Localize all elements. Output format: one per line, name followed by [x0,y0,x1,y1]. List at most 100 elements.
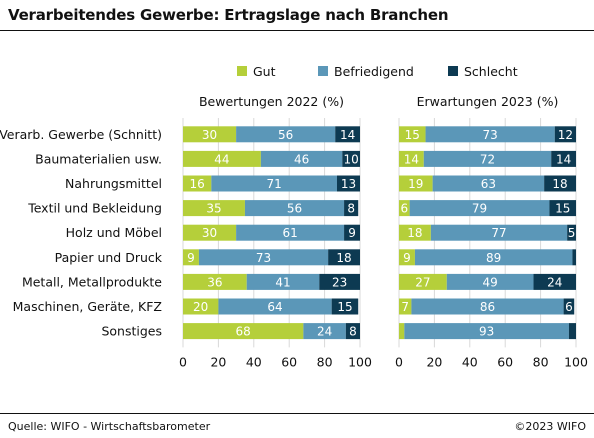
bar-segment [183,150,261,167]
bar-segment [533,273,576,290]
data-label: 77 [491,226,506,240]
category-label: Nahrungsmittel [65,176,162,191]
data-label: 56 [287,202,302,216]
bar-segment [183,200,245,217]
bar-segment [183,126,237,143]
x-tick-label: 0 [179,354,187,369]
data-label: 73 [256,251,271,265]
data-label: 79 [472,202,487,216]
data-label: 23 [332,275,347,289]
x-tick-label: 40 [462,354,478,369]
legend-swatch [448,66,458,76]
bar-segment [335,126,360,143]
bar-segment [399,249,415,266]
source-note: Quelle: WIFO - Wirtschaftsbarometer [8,420,211,433]
data-label: 15 [405,128,420,142]
data-label: 73 [483,128,498,142]
bar-segment [236,224,345,241]
bar-segment [260,150,343,167]
bar-segment [399,175,433,192]
category-label: Sonstiges [101,324,162,339]
data-label: 44 [214,152,229,166]
bar-segment [344,200,359,217]
bar-segment [411,298,564,315]
data-label: 56 [278,128,293,142]
bar-segment [399,323,405,340]
data-label: 36 [207,275,222,289]
bar-segment [568,323,576,340]
legend-label: Schlecht [464,64,518,79]
data-label: 15 [555,202,570,216]
panel-subtitle: Bewertungen 2022 (%) [199,94,344,109]
x-tick-label: 100 [564,354,588,369]
data-label: 18 [336,251,351,265]
bar-segment [549,200,576,217]
x-tick-label: 0 [395,354,403,369]
bar-segment [183,323,304,340]
data-label: 30 [202,226,217,240]
data-label: 24 [547,275,562,289]
category-label: Maschinen, Geräte, KFZ [13,299,162,314]
data-label: 19 [408,177,423,191]
data-label: 20 [193,300,208,314]
footer-rule [0,413,594,414]
data-label: 30 [202,128,217,142]
bar-segment [218,298,332,315]
data-label: 86 [480,300,495,314]
category-label: Papier und Druck [55,250,163,265]
x-tick-label: 80 [533,354,549,369]
bar-segment [430,224,568,241]
data-label: 68 [236,325,251,339]
bar-segment [409,200,550,217]
data-label: 6 [565,300,573,314]
bar-segment [183,298,219,315]
bar-segment [554,126,576,143]
data-label: 72 [480,152,495,166]
bar-segment [211,175,337,192]
bar-segment [342,150,360,167]
bar-segment [183,249,199,266]
data-label: 14 [404,152,419,166]
legend-swatch [318,66,328,76]
data-label: 5 [568,226,576,240]
x-tick-label: 60 [497,354,513,369]
bar-segment [544,175,576,192]
x-tick-label: 100 [348,354,372,369]
category-label: Textil und Bekleidung [27,201,162,216]
data-label: 8 [347,202,355,216]
data-label: 24 [317,325,332,339]
bar-segment [236,126,336,143]
data-label: 9 [403,251,411,265]
data-label: 64 [267,300,282,314]
legend-swatch [237,66,247,76]
category-label: Verarb. Gewerbe (Schnitt) [0,127,162,142]
bar-segment [446,273,534,290]
bar-segment [423,150,552,167]
data-label: 14 [340,128,355,142]
data-label: 16 [190,177,205,191]
data-label: 6 [400,202,408,216]
data-label: 14 [556,152,571,166]
data-label: 15 [337,300,352,314]
data-label: 13 [341,177,356,191]
data-label: 7 [401,300,409,314]
data-label: 93 [479,325,494,339]
category-label: Holz und Möbel [66,225,162,240]
category-label: Baumaterialien usw. [35,151,162,166]
bar-segment [551,150,576,167]
legend-label: Gut [253,64,276,79]
bar-segment [567,224,576,241]
bar-segment [303,323,346,340]
x-tick-label: 20 [426,354,442,369]
bar-segment [328,249,360,266]
x-tick-label: 60 [281,354,297,369]
bar-segment [183,273,247,290]
data-label: 8 [349,325,357,339]
bar-segment [244,200,345,217]
bar-segment [246,273,320,290]
bar-segment [331,298,359,315]
x-tick-label: 20 [210,354,226,369]
bar-segment [425,126,555,143]
